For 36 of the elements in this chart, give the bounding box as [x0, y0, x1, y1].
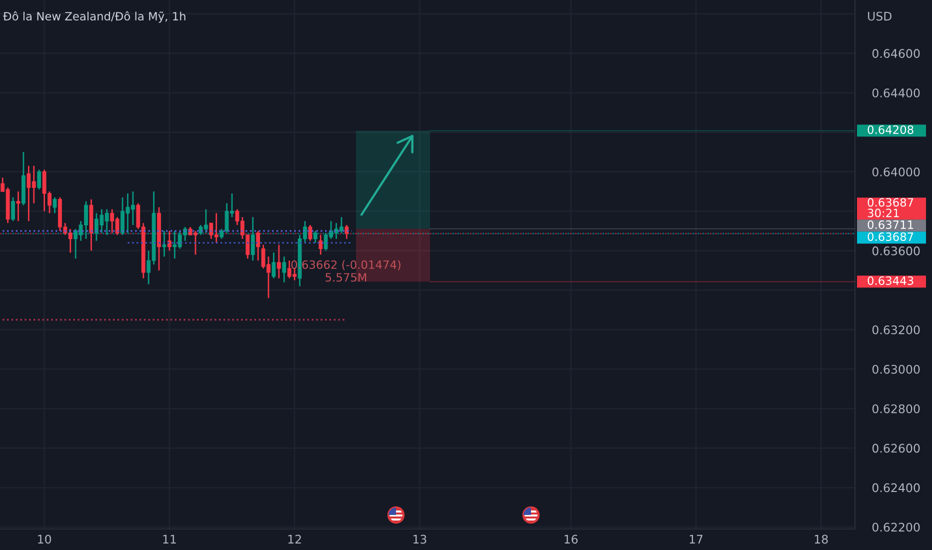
y-tick-label: 0.63600 — [872, 246, 920, 256]
candlestick — [11, 196, 15, 222]
y-tick-label: 0.63200 — [872, 325, 920, 334]
ref-line-label: 0.63443 — [868, 276, 914, 285]
y-tick-label: 0.62400 — [872, 483, 920, 492]
candlestick — [276, 244, 281, 280]
y-tick-label: 0.62200 — [872, 522, 920, 532]
y-axis-title: USD — [868, 12, 892, 21]
x-tick-label: 18 — [814, 534, 828, 544]
y-tick-label: 0.64400 — [872, 88, 920, 98]
x-tick-label: 13 — [413, 534, 426, 544]
x-tick-label: 11 — [163, 534, 176, 544]
x-tick-label: 12 — [288, 534, 301, 544]
y-tick-label: 0.63000 — [872, 364, 920, 374]
ref-line-label: 0.63687 — [868, 232, 914, 241]
candlestick — [250, 216, 255, 262]
x-tick-label: 10 — [38, 534, 52, 544]
x-tick-label: 16 — [564, 534, 578, 544]
ref-line-label: 0.63687 30:21 — [868, 198, 914, 218]
x-tick-label: 17 — [690, 534, 702, 544]
candlestick — [308, 224, 312, 242]
text: Đô la New Zealand/Đô la Mỹ, 1h — [3, 11, 186, 23]
candlestick — [318, 234, 323, 256]
candlestick — [344, 224, 349, 240]
y-tick-label: 0.64600 — [872, 49, 920, 58]
candlestick — [282, 256, 286, 283]
ref-line-label: 0.63711 — [868, 220, 914, 229]
candlestick — [272, 252, 276, 280]
candlestick — [37, 169, 42, 190]
y-tick-label: 0.62800 — [872, 404, 920, 414]
y-tick-label: 0.62600 — [872, 444, 920, 453]
candlestick — [167, 230, 172, 252]
candlestick — [256, 230, 260, 262]
y-tick-label: 0.64000 — [872, 167, 920, 176]
ref-line-label: 0.64208 — [868, 125, 914, 134]
candlestick — [313, 230, 318, 244]
